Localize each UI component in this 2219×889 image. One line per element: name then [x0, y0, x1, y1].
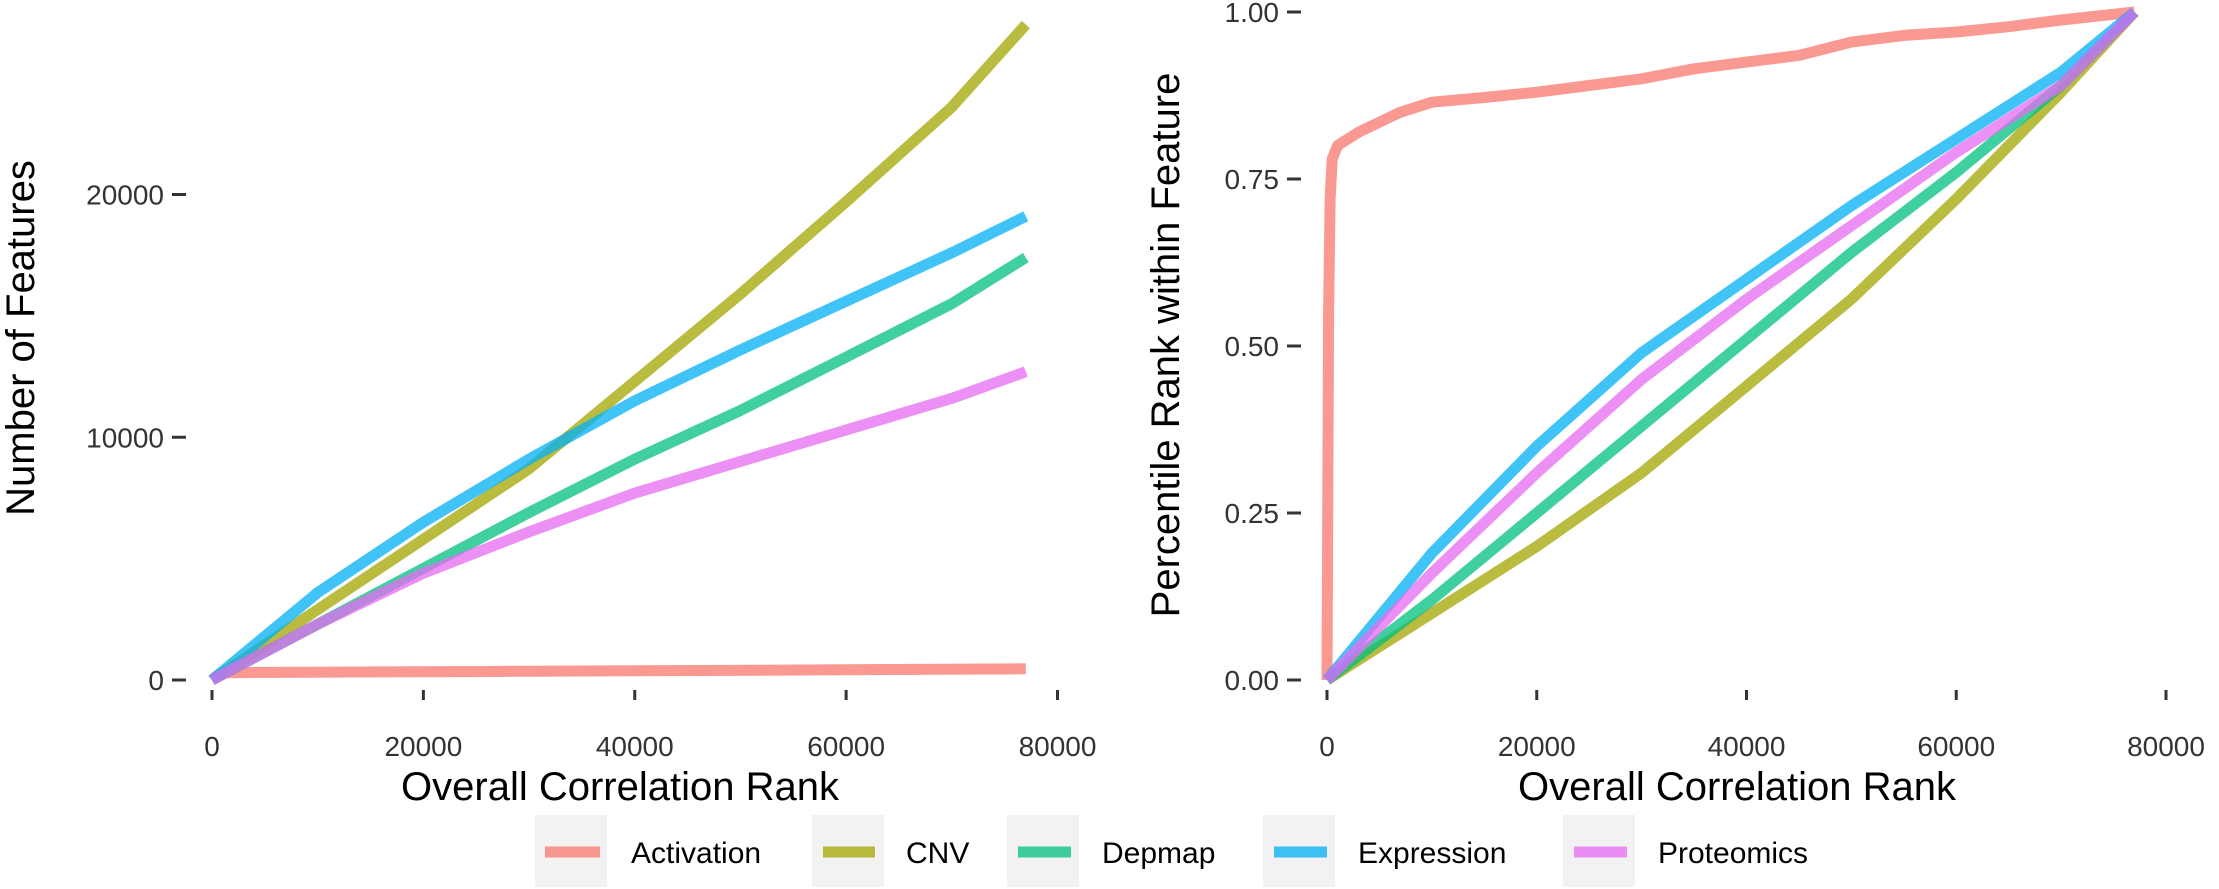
series-line-proteomics	[209, 366, 1028, 685]
legend-label-activation: Activation	[631, 837, 761, 870]
y-axis-title: Number of Features	[0, 160, 43, 516]
x-tick-label: 60000	[1917, 731, 1995, 762]
x-tick-label: 40000	[1708, 731, 1786, 762]
series-line-cnv	[1324, 8, 2139, 685]
series-line-proteomics	[1323, 8, 2139, 684]
series-line-activation	[1321, 6, 2136, 681]
x-axis-title: Overall Correlation Rank	[401, 765, 840, 809]
x-tick-label: 20000	[384, 731, 462, 762]
y-tick-label: 0.75	[1225, 164, 1280, 195]
y-axis-title: Percentile Rank within Feature	[1144, 73, 1188, 618]
y-tick-label: 0.00	[1225, 665, 1280, 696]
y-tick-label: 1.00	[1225, 0, 1280, 28]
x-tick-label: 40000	[596, 731, 674, 762]
y-tick-label: 0	[148, 665, 164, 696]
x-tick-label: 60000	[807, 731, 885, 762]
series-line-activation	[208, 663, 1026, 685]
legend-label-cnv: CNV	[906, 837, 969, 870]
x-tick-label: 20000	[1498, 731, 1576, 762]
legend-label-proteomics: Proteomics	[1658, 837, 1808, 870]
y-tick-label: 10000	[86, 422, 164, 453]
x-tick-label: 0	[204, 731, 220, 762]
series-line-cnv	[208, 20, 1030, 685]
y-tick-label: 0.25	[1225, 498, 1280, 529]
legend: Activation CNV Depmap Expression Proteomics	[535, 815, 1808, 887]
x-tick-label: 80000	[2127, 731, 2205, 762]
legend-label-depmap: Depmap	[1102, 837, 1215, 870]
y-tick-label: 20000	[86, 180, 164, 211]
chart-panel-number-of-features: 0 10000 20000 0 20000 40000 60000 80000 Overall …	[0, 20, 1097, 809]
chart-panel-percentile-rank: 0.00 0.25 0.50 0.75 1.00 0 20000 40000 60000 8000…	[1144, 0, 2205, 809]
x-tick-label: 80000	[1019, 731, 1097, 762]
series-line-expression	[1322, 7, 2138, 684]
legend-label-expression: Expression	[1358, 837, 1506, 870]
series-line-expression	[208, 211, 1029, 685]
y-tick-label: 0.50	[1225, 331, 1280, 362]
x-tick-label: 0	[1319, 731, 1335, 762]
series-line-depmap	[1323, 8, 2139, 685]
x-axis-title: Overall Correlation Rank	[1518, 765, 1957, 809]
